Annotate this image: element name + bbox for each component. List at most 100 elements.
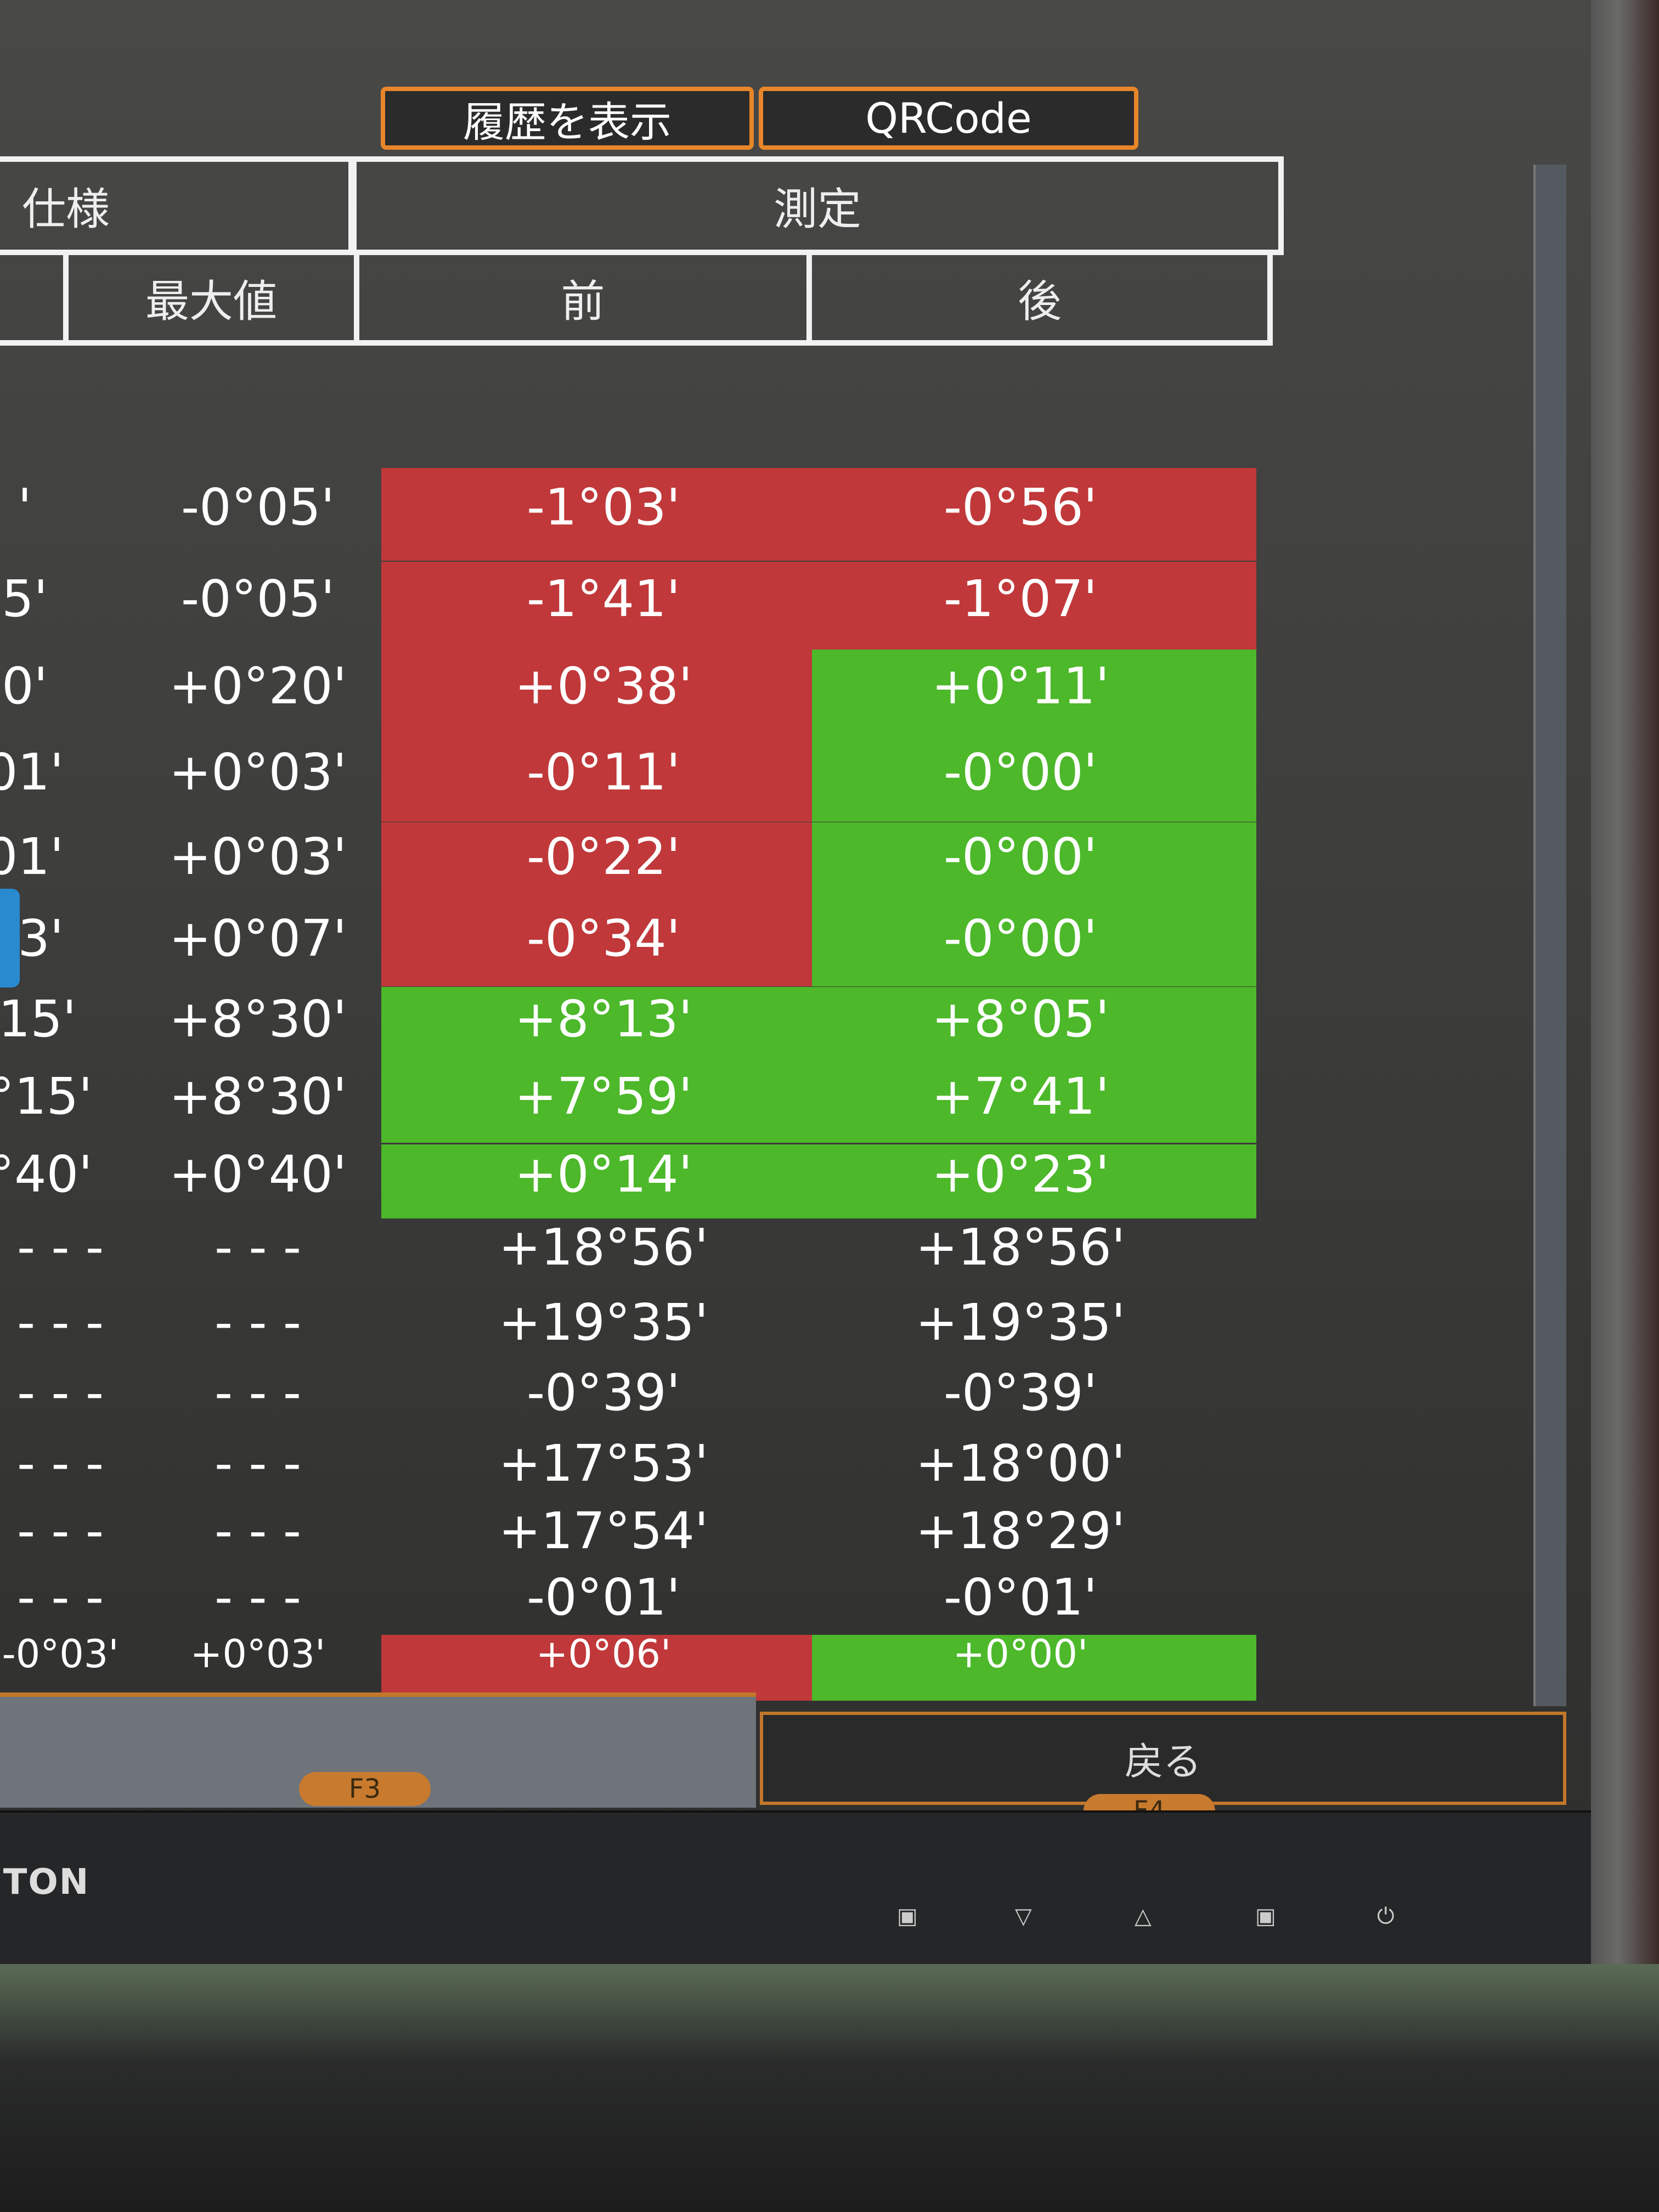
rear-value: -0°56': [943, 478, 1098, 537]
min-value: - - -: [16, 1502, 104, 1560]
min-value: - - -: [16, 1568, 104, 1627]
min-value: 7°15': [0, 1067, 93, 1126]
show-history-button[interactable]: 履歴を表示: [381, 87, 754, 150]
min-value: - - -: [16, 1218, 104, 1277]
front-status-block-pass: [381, 1144, 812, 1218]
back-button[interactable]: 戻る: [760, 1712, 1566, 1805]
min-value: ': [18, 478, 32, 537]
min-value: 01': [0, 827, 64, 886]
min-value: 0°40': [0, 1145, 93, 1204]
max-value: +0°20': [169, 657, 347, 715]
back-label: 戻る: [1125, 1739, 1201, 1784]
front-status-block-fail: [381, 1635, 812, 1701]
background-desk: [0, 1964, 1659, 2212]
rear-value: +0°23': [932, 1145, 1109, 1204]
front-status-block-fail: [381, 904, 812, 986]
max-value: - - -: [214, 1434, 302, 1493]
header-rear: 後: [806, 250, 1273, 346]
monitor-brand-logo: ETON: [0, 1862, 90, 1903]
min-value: 0': [2, 657, 48, 715]
front-value: +7°59': [515, 1067, 692, 1126]
max-value: +8°30': [169, 1067, 347, 1126]
front-value: +19°35': [498, 1293, 709, 1352]
max-value: -0°05': [180, 569, 335, 628]
rear-status-block-pass: [812, 1064, 1256, 1143]
min-value: - - -: [16, 1293, 104, 1352]
rear-status-block-pass: [812, 736, 1256, 822]
front-value: -0°34': [526, 909, 681, 968]
min-value: 01': [0, 743, 64, 802]
front-value: +17°53': [498, 1434, 709, 1493]
rear-value: +0°00': [952, 1632, 1088, 1677]
background: [1591, 0, 1659, 1964]
front-value: -0°01': [526, 1568, 681, 1627]
max-value: - - -: [214, 1502, 302, 1560]
rear-status-block-pass: [812, 1144, 1256, 1218]
rear-value: +18°29': [915, 1502, 1126, 1560]
front-status-block-fail: [381, 736, 812, 822]
max-value: - - -: [214, 1363, 302, 1422]
min-value: - - -: [16, 1434, 104, 1493]
rear-value: -0°00': [943, 827, 1098, 886]
min-value: 5': [2, 569, 48, 628]
rear-value: -0°00': [943, 743, 1098, 802]
front-value: +17°54': [498, 1502, 709, 1560]
front-status-block-pass: [381, 1064, 812, 1143]
rear-value: -0°39': [943, 1363, 1098, 1422]
max-value: +0°07': [169, 909, 347, 968]
min-value: -0°03': [2, 1632, 119, 1677]
input-1-icon[interactable]: ▣: [897, 1904, 918, 1929]
rear-value: +8°05': [932, 990, 1109, 1048]
max-value: +0°03': [169, 743, 347, 802]
rear-value: +18°56': [915, 1218, 1126, 1277]
front-value: -1°41': [526, 569, 681, 628]
rear-value: +7°41': [932, 1067, 1109, 1126]
monitor-bezel: ETON: [0, 1810, 1596, 1964]
front-value: -0°39': [526, 1363, 681, 1422]
rear-value: -0°00': [943, 909, 1098, 968]
front-value: +0°38': [515, 657, 692, 715]
rear-status-block-pass: [812, 1635, 1256, 1701]
measurement-table: ' -0°05' -1°03' -0°56' 5' -0°05' -1°41' -1°07' 0…: [0, 467, 1256, 1701]
front-value: -0°11': [526, 743, 681, 802]
rear-status-block-pass: [812, 986, 1256, 1065]
power-icon[interactable]: ⏻: [1377, 1904, 1395, 1929]
max-value: +0°03': [169, 827, 347, 886]
rear-status-block-fail: [812, 467, 1256, 561]
min-value: °15': [0, 990, 77, 1048]
max-value: +0°03': [190, 1632, 326, 1677]
front-status-block-fail: [381, 561, 812, 650]
front-status-block-pass: [381, 986, 812, 1065]
qrcode-button[interactable]: QRCode: [759, 87, 1138, 150]
front-status-block-fail: [381, 467, 812, 561]
f3-key-label: F3: [299, 1772, 431, 1806]
max-value: - - -: [214, 1293, 302, 1352]
front-value: -1°03': [526, 478, 681, 537]
front-value: +8°13': [515, 990, 692, 1048]
front-value: +18°56': [498, 1218, 709, 1277]
front-status-block-fail: [381, 822, 812, 905]
front-value: +0°14': [515, 1145, 692, 1204]
screen: 履歴を表示 QRCode 仕様 測定 最大値 前 後 ' -0°05' -1°03'…: [0, 0, 1591, 1832]
rear-value: -0°01': [943, 1568, 1098, 1627]
max-value: - - -: [214, 1218, 302, 1277]
front-value: +0°06': [535, 1632, 672, 1677]
min-value: - - -: [16, 1363, 104, 1422]
rear-status-block-pass: [812, 822, 1256, 905]
max-value: - - -: [214, 1568, 302, 1627]
rear-status-block-pass: [812, 649, 1256, 737]
up-triangle-icon[interactable]: △: [1135, 1904, 1152, 1929]
max-value: +8°30': [169, 990, 347, 1048]
rear-value: +18°00': [915, 1434, 1126, 1493]
f3-button[interactable]: [0, 1692, 756, 1808]
down-triangle-icon[interactable]: ▽: [1015, 1904, 1032, 1929]
max-value: +0°40': [169, 1145, 347, 1204]
rear-value: -1°07': [943, 569, 1098, 628]
rear-status-block-pass: [812, 904, 1256, 986]
rear-value: +19°35': [915, 1293, 1126, 1352]
input-2-icon[interactable]: ▣: [1255, 1904, 1276, 1929]
scrollbar[interactable]: [1533, 165, 1566, 1706]
rear-status-block-fail: [812, 561, 1256, 650]
front-status-block-fail: [381, 649, 812, 737]
scroll-marker[interactable]: [0, 889, 20, 988]
